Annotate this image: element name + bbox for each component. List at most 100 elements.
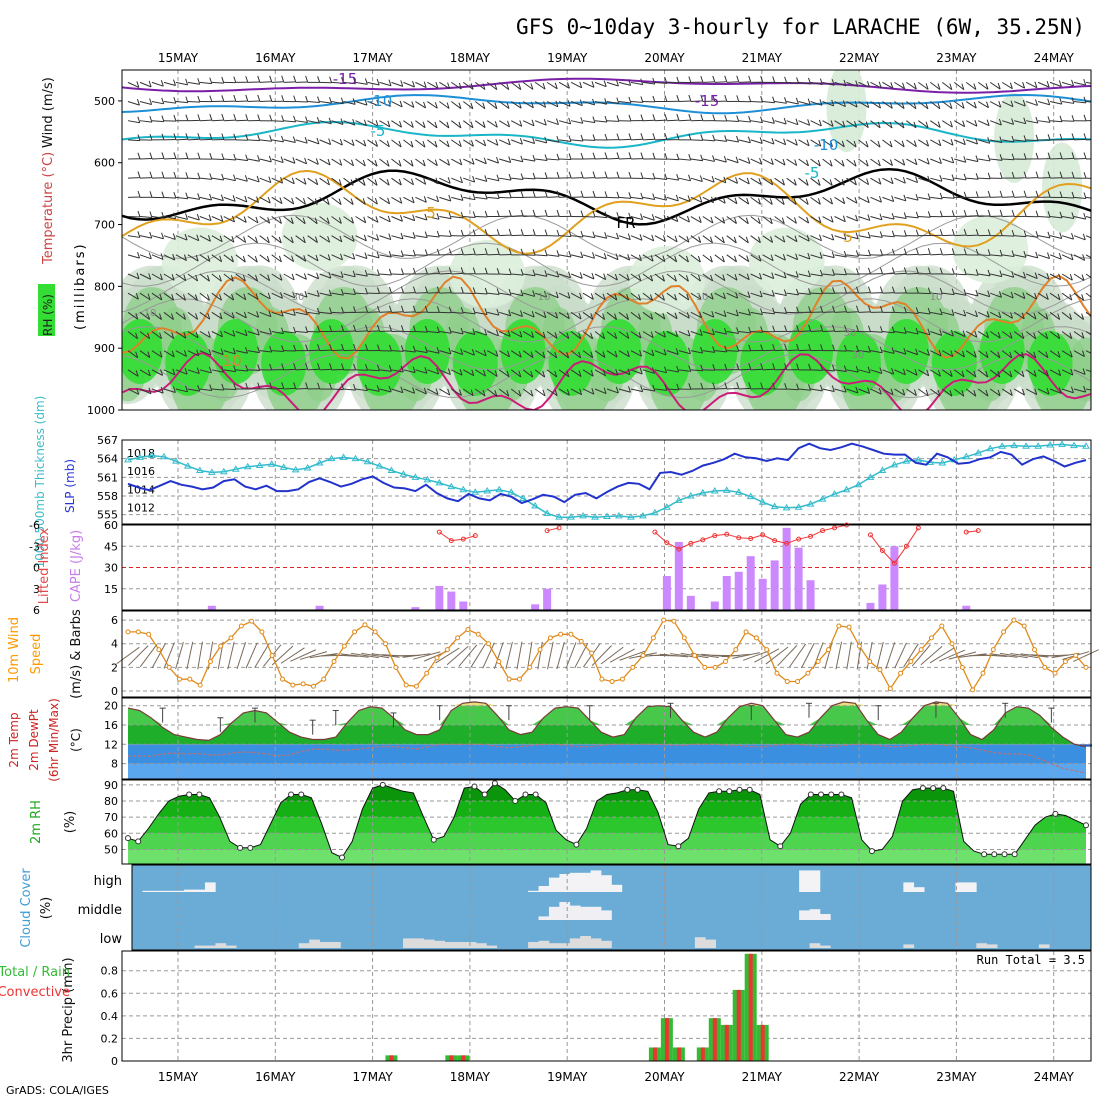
wind-speed-marker — [444, 647, 450, 653]
wind-barb-flag — [365, 305, 368, 313]
wind-barb-flag — [364, 98, 368, 106]
cloud-cell-low — [204, 945, 216, 948]
wind-barb-flag — [1047, 231, 1051, 238]
wind-barb — [762, 101, 775, 104]
wind-barb — [678, 177, 691, 182]
wind-barb-flag — [436, 306, 440, 313]
wind-barb — [1061, 101, 1074, 104]
wind-barb — [427, 196, 439, 203]
wind-barb — [474, 81, 486, 90]
wind-barb-flag — [782, 254, 786, 261]
wind-barb-flag — [939, 267, 943, 275]
wind-barb-10m — [1073, 649, 1099, 662]
wind-barb-flag — [232, 195, 236, 202]
wind-barb-flag — [484, 287, 488, 295]
wind-barb — [175, 254, 187, 262]
wind-barb — [834, 216, 846, 223]
wind-barb-flag — [973, 83, 977, 90]
wind-barb-flag — [447, 82, 451, 89]
wind-speed-marker — [846, 624, 852, 630]
rh-marker — [471, 783, 478, 790]
wind-barb — [822, 216, 834, 223]
wind-barb — [415, 120, 426, 129]
wind-barb-flag — [1010, 312, 1014, 319]
lifted-index-marker — [915, 525, 921, 531]
wind-barb-flag — [1070, 253, 1074, 260]
wind-barb-flag — [447, 159, 451, 166]
wind-barb — [714, 350, 727, 353]
wind-barb — [1050, 216, 1063, 219]
wind-barb — [1061, 216, 1074, 219]
wind-barb-flag — [149, 133, 153, 141]
wind-barb — [570, 388, 582, 396]
wind-barb-flag — [614, 293, 618, 301]
date-label-bottom: 15MAY — [158, 1070, 199, 1084]
wind-barb-flag — [687, 195, 691, 202]
wind-barb-flag — [615, 369, 619, 376]
wind-barb-flag — [280, 177, 284, 184]
wind-barb-flag — [736, 115, 740, 122]
wind-barb-flag — [760, 75, 764, 83]
wind-barb — [978, 311, 990, 318]
wind-barb — [1025, 254, 1038, 259]
wind-barb-flag — [496, 210, 500, 217]
wind-barb — [223, 177, 236, 182]
wind-barb-flag — [724, 327, 727, 335]
wind-barb-flag — [807, 98, 811, 105]
wind-barb-flag — [242, 274, 246, 282]
wind-speed-marker — [372, 629, 378, 635]
wind-barb-flag — [329, 76, 333, 83]
wind-barb-flag — [700, 134, 704, 141]
slp-line — [127, 442, 1087, 505]
wind-barb-flag — [745, 217, 749, 224]
wind-barb — [486, 369, 498, 377]
wind-barb — [307, 292, 320, 297]
thickness-marker — [291, 465, 300, 473]
wind-barb — [283, 158, 296, 164]
wind-barb-flag — [341, 383, 345, 390]
wind-barb-flag — [161, 211, 165, 219]
wind-barb — [774, 177, 785, 186]
wind-barb-flag — [831, 79, 835, 86]
wind-barb — [439, 369, 451, 376]
wind-barb — [391, 235, 404, 240]
wind-barb-flag — [399, 121, 403, 128]
wind-barb — [127, 350, 138, 359]
wind-barb-10m — [493, 642, 504, 669]
wind-barb-flag — [1094, 313, 1096, 319]
wind-barb-flag — [293, 344, 297, 352]
wind-barb-flag — [221, 173, 225, 181]
wind-barb-flag — [602, 293, 606, 300]
wind-barb-flag — [496, 248, 500, 255]
wind-barb — [199, 311, 211, 320]
wind-barb — [870, 216, 883, 221]
wind-barb-flag — [758, 255, 762, 262]
wind-barb — [463, 331, 476, 336]
wind-barb-flag — [795, 97, 799, 105]
wind-barb — [642, 235, 654, 242]
wind-barb — [487, 139, 499, 146]
cloud-cell-low — [319, 942, 331, 948]
wind-barb-flag — [687, 215, 690, 223]
wind-barb-flag — [1058, 253, 1062, 260]
precip-bar-convective — [712, 1018, 717, 1061]
wind-barb-flag — [209, 152, 213, 160]
wind-barb — [522, 311, 535, 318]
wind-barb-flag — [328, 271, 332, 279]
wind-barb — [127, 139, 141, 142]
wind-barb-flag — [747, 157, 751, 164]
wind-barb-flag — [820, 324, 824, 332]
wind-barb-flag — [400, 386, 404, 393]
wind-barb — [403, 292, 416, 294]
wind-barb — [498, 81, 510, 91]
wind-barb — [678, 196, 691, 202]
wind-barb-flag — [446, 121, 450, 129]
wind-barb — [1001, 369, 1013, 378]
wind-barb-flag — [317, 96, 321, 103]
rh-marker — [736, 786, 743, 793]
wind-barb-flag — [949, 120, 953, 128]
wind-barb-flag — [375, 120, 379, 127]
wind-barb-flag — [339, 138, 343, 146]
wind-barb-flag — [650, 294, 653, 301]
wind-barb-flag — [1023, 153, 1027, 160]
